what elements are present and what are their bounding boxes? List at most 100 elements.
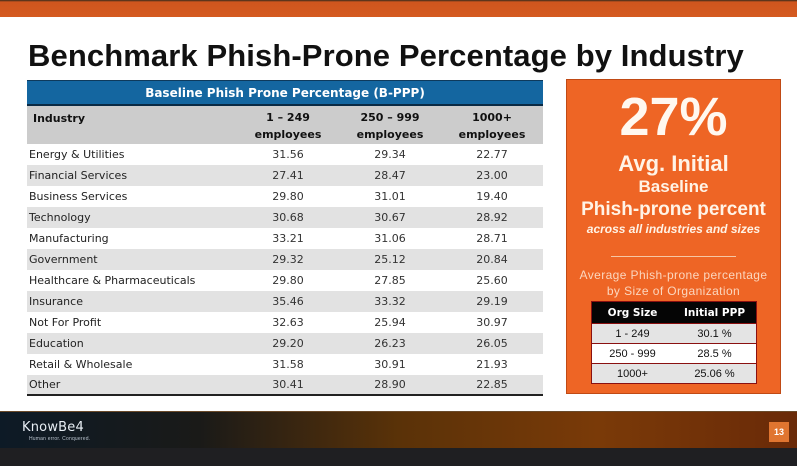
industry-cell: Government bbox=[29, 253, 98, 266]
org-size-table-header: Org Size Initial PPP bbox=[591, 302, 756, 323]
column-header-large: 1000+ employees bbox=[441, 106, 543, 144]
org-size-cell: 1 - 249 bbox=[615, 327, 650, 340]
table-row: Financial Services 27.41 28.47 23.00 bbox=[27, 165, 543, 186]
table-banner: Baseline Phish Prone Percentage (B-PPP) bbox=[27, 80, 543, 106]
value-cell-small: 32.63 bbox=[272, 316, 304, 329]
column-header-label: Industry bbox=[33, 112, 86, 125]
stat-label-line2: Baseline bbox=[638, 177, 709, 196]
stat-label-line1: Avg. Initial bbox=[618, 151, 729, 176]
value-cell-large: 30.97 bbox=[476, 316, 508, 329]
column-header-initial-ppp: Initial PPP bbox=[683, 306, 746, 319]
value-cell-large: 19.40 bbox=[476, 190, 508, 203]
value-cell-small: 30.68 bbox=[272, 211, 304, 224]
industry-cell: Retail & Wholesale bbox=[29, 358, 133, 371]
value-cell-medium: 30.91 bbox=[374, 358, 406, 371]
value-cell-medium: 33.32 bbox=[374, 295, 406, 308]
table-row: Other 30.41 28.90 22.85 bbox=[27, 375, 543, 396]
value-cell-medium: 29.34 bbox=[374, 148, 406, 161]
table-header-row: Industry 1 – 249 employees 250 – 999 emp… bbox=[27, 106, 543, 144]
column-header-sublabel: employees bbox=[254, 128, 322, 141]
industry-cell: Technology bbox=[29, 211, 91, 224]
value-cell-large: 22.77 bbox=[476, 148, 508, 161]
value-cell-small: 29.20 bbox=[272, 337, 304, 350]
column-header-org-size: Org Size bbox=[607, 306, 658, 319]
value-cell-large: 22.85 bbox=[476, 378, 508, 391]
column-header-label: 1 – 249 bbox=[266, 111, 310, 124]
column-header-label: 1000+ bbox=[472, 111, 512, 124]
page-number-badge: 13 bbox=[769, 422, 789, 442]
value-cell-large: 21.93 bbox=[476, 358, 508, 371]
value-cell-small: 33.21 bbox=[272, 232, 304, 245]
column-header-label: 250 – 999 bbox=[360, 111, 420, 124]
value-cell-small: 27.41 bbox=[272, 169, 304, 182]
industry-cell: Financial Services bbox=[29, 169, 128, 182]
table-row: Business Services 29.80 31.01 19.40 bbox=[27, 186, 543, 207]
table-row: Education 29.20 26.23 26.05 bbox=[27, 333, 543, 354]
value-cell-large: 20.84 bbox=[476, 253, 508, 266]
value-cell-medium: 28.90 bbox=[374, 378, 406, 391]
column-header-sublabel: employees bbox=[356, 128, 424, 141]
value-cell-medium: 31.06 bbox=[374, 232, 406, 245]
initial-ppp-cell: 30.1 % bbox=[697, 327, 732, 340]
table-row: 250 - 999 28.5 % bbox=[591, 343, 756, 363]
value-cell-small: 29.80 bbox=[272, 190, 304, 203]
column-header-industry: Industry bbox=[27, 106, 237, 144]
table-row: Technology 30.68 30.67 28.92 bbox=[27, 207, 543, 228]
logo-tagline: Human error. Conquered. bbox=[29, 436, 91, 442]
table-row: Government 29.32 25.12 20.84 bbox=[27, 249, 543, 270]
table-row: Insurance 35.46 33.32 29.19 bbox=[27, 291, 543, 312]
value-cell-large: 25.60 bbox=[476, 274, 508, 287]
size-caption: Average Phish-prone percentage by Size o… bbox=[567, 267, 780, 299]
value-cell-large: 28.71 bbox=[476, 232, 508, 245]
initial-ppp-cell: 25.06 % bbox=[694, 367, 735, 380]
industry-table: Baseline Phish Prone Percentage (B-PPP) … bbox=[27, 80, 543, 396]
value-cell-medium: 28.47 bbox=[374, 169, 406, 182]
org-size-cell: 250 - 999 bbox=[609, 347, 656, 360]
table-row: Energy & Utilities 31.56 29.34 22.77 bbox=[27, 144, 543, 165]
column-header-medium: 250 – 999 employees bbox=[339, 106, 441, 144]
slide-title: Benchmark Phish-Prone Percentage by Indu… bbox=[28, 38, 744, 73]
stat-label-line4: across all industries and sizes bbox=[586, 222, 761, 236]
knowbe4-logo: KnowBe4 bbox=[22, 420, 84, 435]
value-cell-small: 30.41 bbox=[272, 378, 304, 391]
value-cell-medium: 27.85 bbox=[374, 274, 406, 287]
table-row: Healthcare & Pharmaceuticals 29.80 27.85… bbox=[27, 270, 543, 291]
value-cell-medium: 31.01 bbox=[374, 190, 406, 203]
value-cell-medium: 30.67 bbox=[374, 211, 406, 224]
table-row: Retail & Wholesale 31.58 30.91 21.93 bbox=[27, 354, 543, 375]
industry-cell: Other bbox=[29, 378, 61, 391]
industry-cell: Healthcare & Pharmaceuticals bbox=[29, 274, 196, 287]
industry-cell: Energy & Utilities bbox=[29, 148, 125, 161]
value-cell-small: 29.80 bbox=[272, 274, 304, 287]
value-cell-large: 28.92 bbox=[476, 211, 508, 224]
org-size-cell: 1000+ bbox=[617, 367, 648, 380]
value-cell-large: 26.05 bbox=[476, 337, 508, 350]
value-cell-small: 31.58 bbox=[272, 358, 304, 371]
slide-footer: KnowBe4 Human error. Conquered. 13 bbox=[0, 411, 797, 448]
table-row: Manufacturing 33.21 31.06 28.71 bbox=[27, 228, 543, 249]
footer-bottom-strip bbox=[0, 448, 797, 466]
initial-ppp-cell: 28.5 % bbox=[697, 347, 732, 360]
column-header-small: 1 – 249 employees bbox=[237, 106, 339, 144]
column-header-sublabel: employees bbox=[458, 128, 526, 141]
stat-label-line3: Phish-prone percent bbox=[581, 199, 766, 220]
industry-cell: Education bbox=[29, 337, 84, 350]
average-ppp-value: 27% bbox=[619, 87, 728, 147]
table-row: 1000+ 25.06 % bbox=[591, 363, 756, 383]
table-row: 1 - 249 30.1 % bbox=[591, 323, 756, 343]
divider bbox=[611, 256, 736, 257]
industry-cell: Manufacturing bbox=[29, 232, 109, 245]
table-row: Not For Profit 32.63 25.94 30.97 bbox=[27, 312, 543, 333]
value-cell-large: 29.19 bbox=[476, 295, 508, 308]
value-cell-medium: 26.23 bbox=[374, 337, 406, 350]
top-accent-bar bbox=[0, 0, 797, 17]
size-caption-line1: Average Phish-prone percentage bbox=[579, 268, 768, 282]
value-cell-small: 29.32 bbox=[272, 253, 304, 266]
average-stat-callout: 27% Avg. Initial Baseline Phish-prone pe… bbox=[566, 79, 781, 394]
industry-cell: Business Services bbox=[29, 190, 128, 203]
value-cell-large: 23.00 bbox=[476, 169, 508, 182]
industry-cell: Insurance bbox=[29, 295, 83, 308]
value-cell-medium: 25.94 bbox=[374, 316, 406, 329]
industry-cell: Not For Profit bbox=[29, 316, 102, 329]
value-cell-medium: 25.12 bbox=[374, 253, 406, 266]
